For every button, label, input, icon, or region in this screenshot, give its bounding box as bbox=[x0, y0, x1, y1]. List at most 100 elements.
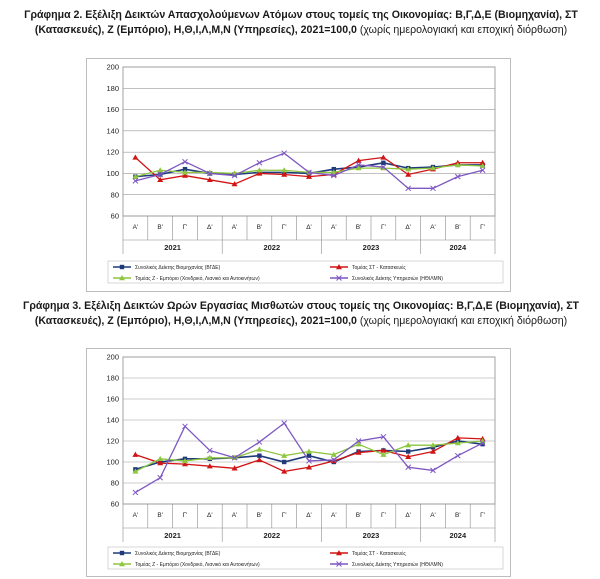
chart0-series-3-point bbox=[430, 165, 436, 171]
chart1-series-3-point bbox=[430, 442, 436, 448]
chart1-legend-swatch-marker bbox=[119, 550, 125, 556]
chart1-plot-area bbox=[122, 356, 496, 505]
chart0-series-3-point bbox=[256, 167, 263, 173]
chart1-year-label: 2024 bbox=[449, 531, 467, 540]
chart1-x-tick-label: Δ' bbox=[306, 512, 312, 519]
chart1-series-3-point bbox=[355, 441, 362, 447]
chart1-series-3-point bbox=[132, 468, 139, 474]
chart0-x-tick-label: Β' bbox=[356, 224, 362, 231]
chart1-series-4-point bbox=[380, 433, 387, 440]
figure-2-title: Γράφημα 2. Εξέλιξη Δεικτών Απασχολούμενω… bbox=[8, 8, 594, 38]
chart1-series-2-point bbox=[306, 464, 312, 470]
chart1-x-tick-label: Γ' bbox=[381, 512, 386, 519]
chart0-series-3-point bbox=[405, 166, 412, 172]
chart0-series-2 bbox=[132, 154, 486, 187]
chart0-series-2-point bbox=[355, 157, 362, 163]
chart0-series-1-point bbox=[381, 160, 386, 165]
chart1-series-4-point bbox=[281, 420, 288, 427]
chart1-x-tick-label: Α' bbox=[232, 512, 238, 519]
chart0-x-tick-label: Γ' bbox=[381, 224, 386, 231]
chart0-series-2-point bbox=[231, 181, 238, 187]
chart0-series-2-point bbox=[256, 170, 263, 176]
chart1-x-tick-label: Γ' bbox=[183, 512, 188, 519]
chart1-x-tick-label: Α' bbox=[430, 512, 436, 519]
chart1-x-tick-label: Δ' bbox=[405, 512, 411, 519]
chart0-series-2-point bbox=[206, 176, 213, 183]
chart1-series-3-point bbox=[380, 451, 387, 457]
chart0-legend-swatch-marker bbox=[119, 264, 125, 270]
chart1-series-4-point bbox=[132, 489, 139, 496]
figure-3-title-normal: (χωρίς ημερολογιακή και εποχική διόρθωση… bbox=[356, 315, 568, 327]
chart0-series-3-point bbox=[182, 169, 188, 175]
chart1-y-tick-label: 160 bbox=[106, 395, 119, 404]
chart0-x-tick-label: Β' bbox=[455, 224, 461, 231]
chart1-series-1-point bbox=[406, 449, 411, 454]
chart1-y-tick-label: 200 bbox=[106, 353, 119, 362]
chart0-y-tick-label: 60 bbox=[111, 212, 119, 221]
chart1-y-tick-label: 180 bbox=[106, 374, 119, 383]
chart0-y-tick-label: 160 bbox=[106, 105, 119, 114]
chart1-series-3-point bbox=[157, 455, 164, 462]
chart0-series-4-point bbox=[306, 169, 312, 176]
figure-2-title-normal: (χωρίς ημερολογιακή και εποχική διόρθωση… bbox=[356, 24, 568, 36]
chart0-y-tick-label: 100 bbox=[106, 169, 119, 178]
chart0-series-2-point bbox=[281, 171, 288, 177]
chart1-series-2-point bbox=[380, 447, 387, 453]
chart1-x-tick-label: Β' bbox=[157, 512, 163, 519]
chart0-series-3-point bbox=[479, 162, 486, 169]
chart1-series-2-point bbox=[281, 468, 288, 474]
chart0-series-3-point bbox=[330, 169, 337, 175]
chart1-series-4-point bbox=[454, 452, 461, 459]
chart1-y-tick-label: 100 bbox=[106, 458, 119, 467]
chart1-series-4-point bbox=[256, 439, 263, 445]
chart0-legend: Συνολικός Δείκτης Βιομηχανίας (ΒΓΔΕ) Τομέ… bbox=[107, 260, 504, 284]
chart1-y-tick-label: 80 bbox=[111, 479, 119, 488]
figure-3-svg: 60 80 100 120 140 160 180 200 Α' Β' Γ' Δ' Α' Β' Γ' Δ' Α'… bbox=[106, 353, 504, 570]
chart0-x-tick-label: Δ' bbox=[207, 224, 213, 231]
chart1-series-4-point bbox=[355, 438, 362, 444]
figure-3-title-bold: Γράφημα 3. Εξέλιξη Δεικτών Ωρών Εργασίας… bbox=[22, 300, 580, 327]
chart0-x-tick-label: Α' bbox=[331, 224, 337, 231]
chart1-series-3-point bbox=[182, 457, 188, 464]
chart1-x-tick-label: Β' bbox=[257, 512, 263, 519]
chart0-legend-swatch-marker bbox=[119, 275, 125, 281]
chart1-x-tick-label: Α' bbox=[133, 512, 139, 519]
chart0-series-3-point bbox=[281, 167, 288, 173]
figure-2-svg: 60 80 100 120 140 160 180 200 Α' Β' Γ' Δ' Α' Β' Γ' Δ' Α'… bbox=[106, 63, 504, 284]
chart0-year-label: 2023 bbox=[363, 243, 380, 252]
chart0-series-4-point bbox=[182, 158, 188, 165]
chart0-series-4-point bbox=[479, 167, 486, 174]
chart0-legend-label: Συνολικός Δείκτης Υπηρεσιών (ΗΘΙΛΜΝ) bbox=[352, 275, 443, 282]
chart1-series-2-point bbox=[355, 449, 362, 455]
chart1-legend-box bbox=[107, 546, 504, 570]
chart0-y-tick-label: 180 bbox=[106, 84, 119, 93]
chart1-series-3-point bbox=[454, 440, 461, 446]
chart1-legend-label: Τομέας ΣΤ - Κατασκευές bbox=[352, 550, 406, 557]
chart1-series-2-point bbox=[231, 465, 238, 471]
chart1-series-2-point bbox=[430, 448, 436, 454]
chart0-series-4-point bbox=[231, 172, 238, 179]
chart0-series-1-point bbox=[182, 166, 188, 172]
chart0-series-4-point bbox=[330, 172, 337, 179]
chart0-series-2-point bbox=[306, 173, 312, 179]
chart1-series-2-point bbox=[132, 451, 139, 457]
chart0-series-3-point bbox=[157, 167, 164, 173]
chart0-series-2-point bbox=[132, 154, 139, 160]
chart1-legend-label: Συνολικός Δείκτης Υπηρεσιών (ΗΘΙΛΜΝ) bbox=[352, 561, 443, 568]
chart1-year-label: 2023 bbox=[363, 531, 380, 540]
chart1-legend-label: Τομέας Ζ - Εμπόριο (Χονδρικό, Λιανικό κα… bbox=[135, 561, 260, 568]
chart1-series-4-point bbox=[306, 458, 312, 464]
chart1-x-tick-label: Γ' bbox=[282, 512, 287, 519]
chart0-legend-box bbox=[107, 260, 504, 284]
chart1-legend-swatch-marker bbox=[336, 561, 342, 567]
chart0-series-4-point bbox=[132, 178, 139, 184]
chart0-series-4-point bbox=[454, 173, 461, 180]
chart0-x-tick-label: Γ' bbox=[282, 224, 287, 231]
chart0-legend-swatch-marker bbox=[336, 264, 342, 270]
chart1-legend-swatch-marker bbox=[336, 550, 342, 556]
chart1-series-3-point bbox=[405, 442, 412, 448]
chart0-legend-label: Συνολικός Δείκτης Βιομηχανίας (ΒΓΔΕ) bbox=[135, 264, 221, 271]
figure-2-chart: 60 80 100 120 140 160 180 200 Α' Β' Γ' Δ' Α' Β' Γ' Δ' Α'… bbox=[86, 58, 511, 292]
chart0-x-tick-label: Γ' bbox=[480, 224, 485, 231]
chart1-series-1-point bbox=[306, 453, 312, 458]
